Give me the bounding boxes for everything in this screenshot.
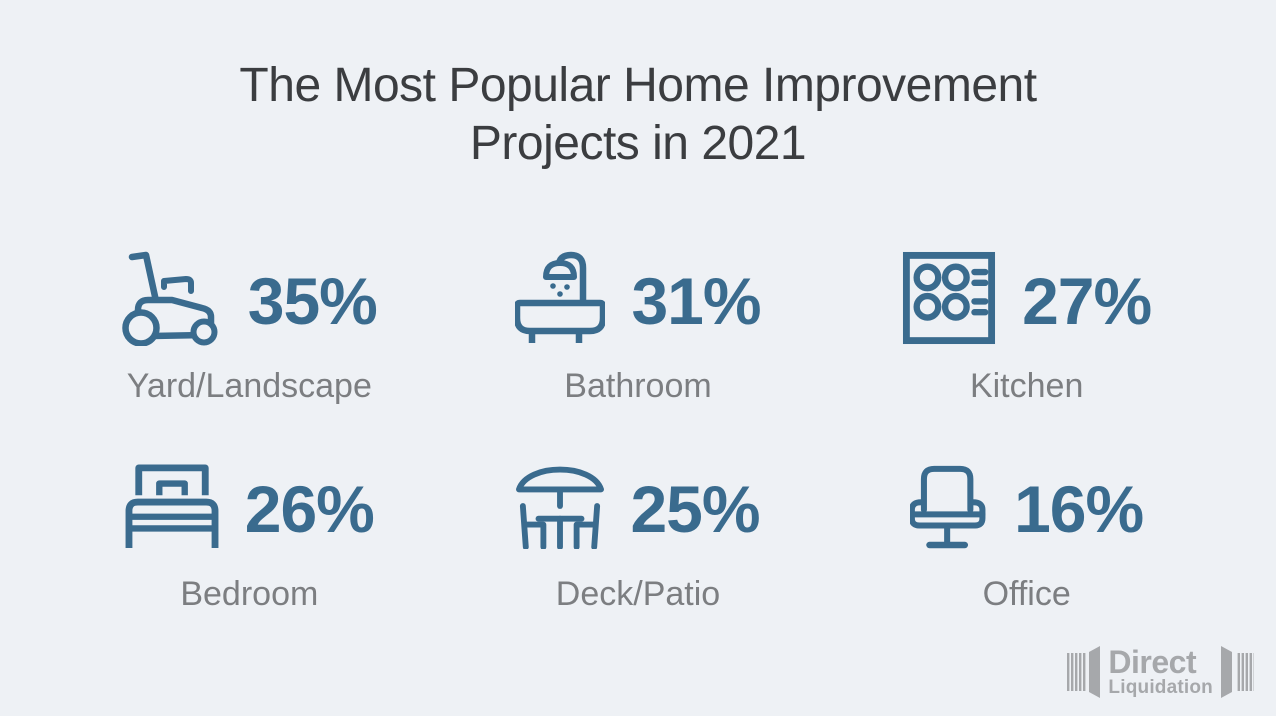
stat-label: Bathroom	[564, 367, 712, 405]
shower-bathtub-icon	[515, 250, 606, 346]
logo-wordmark: Direct Liquidation	[1108, 644, 1213, 698]
logo-word-direct: Direct	[1108, 644, 1197, 680]
stat-item-bedroom: 26% Bedroom	[55, 458, 444, 614]
office-chair-icon	[910, 461, 988, 551]
stat-value: 25%	[630, 472, 760, 546]
stat-value: 16%	[1014, 472, 1144, 546]
stat-label: Kitchen	[969, 367, 1084, 405]
barcode-left-icon	[1067, 644, 1101, 700]
title-line-2: Projects in 2021	[469, 117, 807, 170]
barcode-right-icon	[1220, 644, 1254, 700]
stat-item-deck-patio: 25% Deck/Patio	[444, 458, 833, 614]
lawn-mower-icon	[122, 250, 222, 346]
stat-item-top: 31%	[515, 250, 762, 346]
stat-item-top: 35%	[122, 250, 378, 346]
stat-item-yard-landscape: 35% Yard/Landscape	[55, 250, 444, 406]
infographic-title: The Most Popular Home Improvement Projec…	[0, 57, 1276, 173]
stat-item-top: 25%	[516, 458, 761, 554]
bed-icon	[125, 462, 219, 550]
direct-liquidation-logo: Direct Liquidation	[1067, 644, 1254, 700]
logo-word-liquidation: Liquidation	[1108, 677, 1213, 698]
cooktop-stove-icon	[902, 251, 996, 345]
stat-value: 31%	[631, 264, 761, 338]
patio-umbrella-table-icon	[516, 463, 605, 549]
stat-label: Yard/Landscape	[126, 367, 372, 405]
stat-item-top: 27%	[902, 250, 1152, 346]
stats-grid: 35% Yard/Landscape 31% Bathroom	[55, 250, 1221, 614]
stat-item-top: 26%	[125, 458, 375, 554]
stat-value: 27%	[1022, 264, 1152, 338]
stat-item-office: 16% Office	[832, 458, 1221, 614]
stat-value: 26%	[244, 472, 375, 546]
title-line-1: The Most Popular Home Improvement	[239, 59, 1037, 112]
stat-item-top: 16%	[910, 458, 1144, 554]
stat-value: 35%	[247, 264, 378, 338]
stat-label: Office	[982, 575, 1071, 613]
stat-label: Deck/Patio	[555, 575, 721, 613]
stat-label: Bedroom	[180, 575, 319, 613]
stat-item-bathroom: 31% Bathroom	[444, 250, 833, 406]
stat-item-kitchen: 27% Kitchen	[832, 250, 1221, 406]
